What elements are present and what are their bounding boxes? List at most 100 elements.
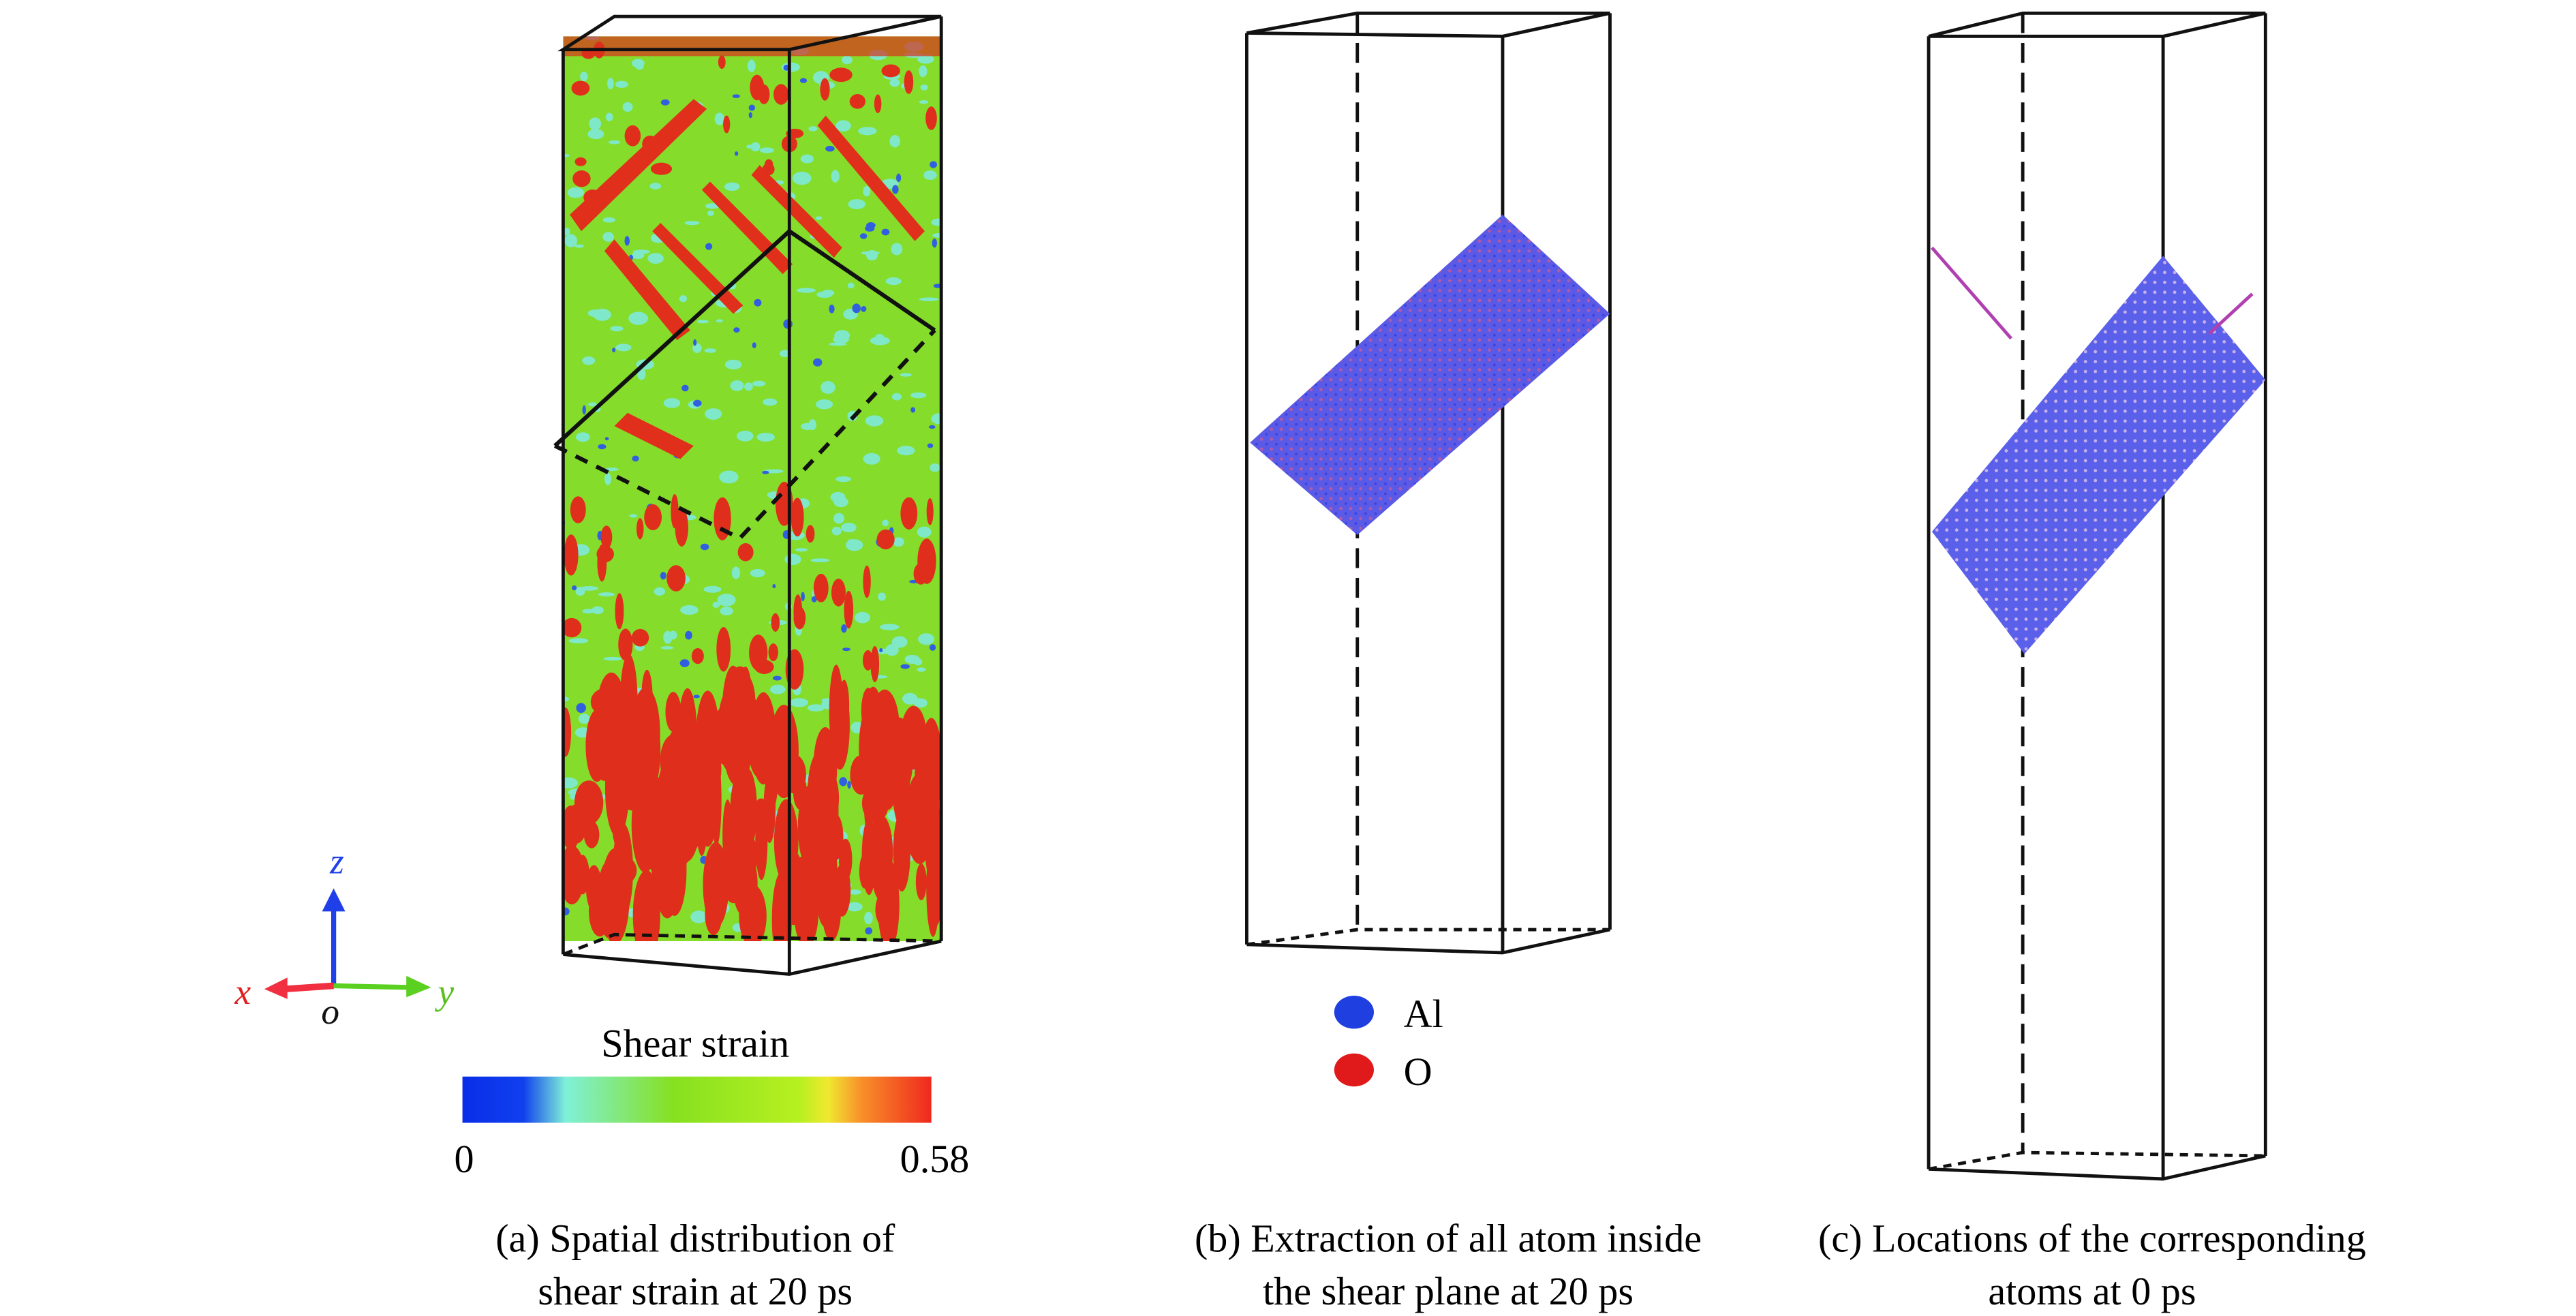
- low-strain-speckle: [598, 444, 607, 450]
- high-strain-region: [563, 845, 585, 905]
- low-strain-speckle: [572, 585, 577, 591]
- low-strain-speckle: [582, 356, 596, 365]
- low-strain-speckle: [756, 432, 775, 442]
- high-strain-region: [618, 628, 633, 661]
- low-strain-speckle: [885, 277, 902, 286]
- atom-legend: Al O: [1334, 992, 1443, 1094]
- low-strain-speckle: [712, 601, 720, 608]
- low-strain-speckle: [714, 112, 724, 125]
- low-strain-speckle: [858, 127, 877, 136]
- low-strain-speckle: [847, 282, 855, 289]
- low-strain-speckle: [829, 304, 835, 313]
- low-strain-speckle: [615, 80, 628, 88]
- low-strain-speckle: [825, 145, 835, 152]
- high-strain-region: [769, 705, 799, 799]
- low-strain-speckle: [589, 117, 602, 130]
- low-strain-speckle: [932, 238, 938, 248]
- high-strain-region: [806, 525, 815, 543]
- low-strain-speckle: [635, 61, 644, 70]
- low-strain-speckle: [870, 336, 890, 346]
- high-strain-region: [571, 80, 590, 96]
- coordinate-axes: z x y o: [234, 842, 455, 1032]
- low-strain-speckle: [690, 911, 707, 923]
- high-strain-region: [691, 647, 704, 664]
- legend-o-label: O: [1404, 1050, 1432, 1094]
- high-strain-region: [813, 573, 829, 602]
- low-strain-speckle: [919, 100, 929, 104]
- low-strain-speckle: [885, 644, 899, 656]
- low-strain-speckle: [845, 539, 863, 551]
- high-strain-region: [823, 890, 839, 924]
- high-strain-region: [612, 773, 633, 809]
- scattered-atoms-trace-right: [2208, 292, 2254, 335]
- high-strain-region: [732, 666, 749, 685]
- low-strain-speckle: [680, 605, 699, 615]
- origin-label: o: [321, 992, 339, 1032]
- high-strain-region: [597, 544, 607, 582]
- low-strain-speckle: [748, 104, 755, 111]
- low-strain-speckle: [669, 630, 677, 640]
- low-strain-speckle: [920, 84, 928, 91]
- scattered-atoms-trace: [1931, 246, 2013, 340]
- high-strain-region: [755, 800, 768, 881]
- high-strain-region: [632, 870, 660, 942]
- low-strain-speckle: [754, 299, 762, 307]
- low-strain-speckle: [927, 443, 934, 448]
- low-strain-speckle: [835, 120, 851, 132]
- low-strain-speckle: [587, 309, 603, 318]
- low-strain-speckle: [598, 592, 615, 597]
- low-strain-speckle: [891, 243, 903, 256]
- high-strain-region: [829, 664, 844, 757]
- high-strain-region: [615, 593, 624, 630]
- low-strain-speckle: [861, 251, 880, 256]
- low-strain-speckle: [919, 65, 927, 78]
- low-strain-speckle: [693, 339, 697, 346]
- low-strain-speckle: [917, 54, 934, 64]
- low-strain-speckle: [923, 170, 937, 180]
- low-strain-speckle: [604, 437, 609, 441]
- low-strain-speckle: [707, 210, 714, 216]
- low-strain-speckle: [852, 303, 861, 313]
- low-strain-speckle: [917, 667, 926, 672]
- low-strain-speckle: [879, 624, 900, 630]
- high-strain-region: [596, 859, 622, 938]
- low-strain-speckle: [900, 373, 912, 377]
- high-strain-region: [750, 74, 765, 101]
- high-strain-region: [723, 115, 731, 134]
- low-strain-speckle: [889, 135, 900, 148]
- low-strain-speckle: [607, 78, 614, 90]
- low-strain-speckle: [891, 393, 902, 401]
- high-strain-region: [771, 613, 780, 632]
- low-strain-speckle: [719, 470, 739, 484]
- low-strain-speckle: [568, 638, 589, 644]
- low-strain-speckle: [834, 330, 850, 341]
- low-strain-speckle: [889, 78, 900, 87]
- low-strain-speckle: [720, 607, 733, 615]
- low-strain-speckle: [592, 606, 604, 615]
- high-strain-region: [658, 758, 685, 821]
- high-strain-region: [716, 627, 731, 672]
- high-strain-region: [658, 828, 675, 903]
- low-strain-speckle: [839, 777, 848, 786]
- low-strain-speckle: [759, 147, 774, 153]
- low-strain-speckle: [704, 348, 717, 353]
- low-strain-speckle: [865, 415, 884, 427]
- low-strain-speckle: [582, 405, 586, 415]
- high-strain-region: [583, 821, 600, 848]
- legend-al-label: Al: [1404, 992, 1443, 1036]
- low-strain-speckle: [632, 251, 645, 260]
- low-strain-speckle: [731, 566, 741, 579]
- colorbar-title: Shear strain: [601, 1022, 789, 1066]
- caption-c-line1: (c) Locations of the corresponding: [1818, 1216, 2366, 1261]
- caption-a-line2: shear strain at 20 ps: [538, 1269, 853, 1313]
- colorbar-gradient: [462, 1076, 932, 1123]
- high-strain-region: [636, 518, 644, 540]
- high-strain-region: [831, 579, 846, 607]
- high-strain-region: [624, 125, 641, 147]
- colorbar-min-label: 0: [454, 1137, 474, 1181]
- low-strain-speckle: [603, 656, 622, 661]
- low-strain-speckle: [865, 225, 875, 232]
- low-strain-speckle: [784, 553, 801, 565]
- high-strain-region: [915, 863, 927, 900]
- low-strain-speckle: [574, 244, 584, 248]
